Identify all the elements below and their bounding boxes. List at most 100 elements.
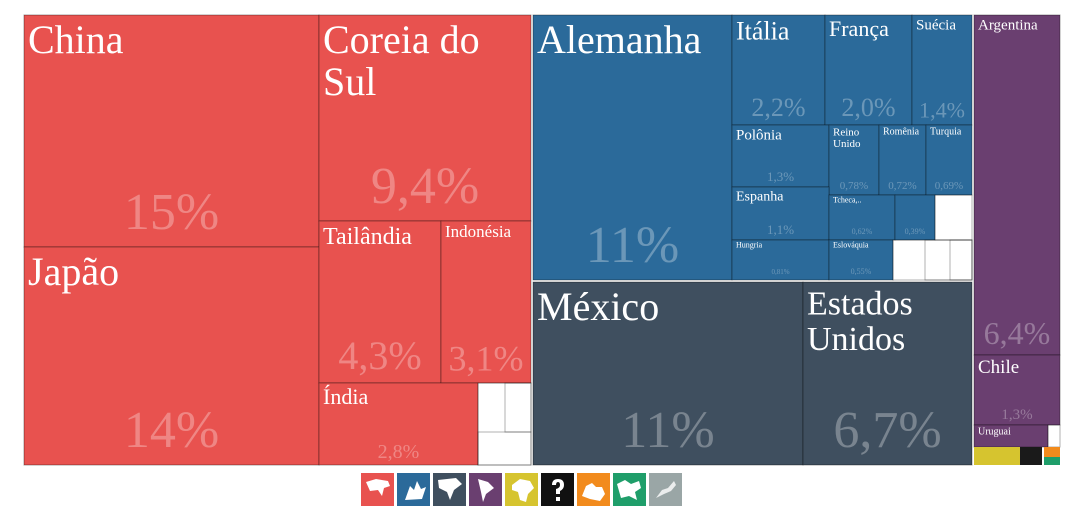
small-tile <box>1044 447 1060 457</box>
value-label: 14% <box>124 402 219 459</box>
tile-group: México 11% <box>532 281 804 466</box>
small-tile <box>934 194 973 241</box>
value-label: 0,78% <box>840 180 868 192</box>
small-tile <box>1044 457 1060 465</box>
value-label: 0,55% <box>851 267 872 276</box>
tile-group: Indonésia 3,1% <box>440 220 532 384</box>
tile-group: Tailândia 4,3% <box>318 220 442 384</box>
value-label: 2,8% <box>378 441 420 463</box>
tile <box>731 124 830 188</box>
tile-label: Espanha <box>736 189 784 204</box>
tile-group: Coreia do Sul 9,4% <box>318 14 532 222</box>
icon-shape <box>366 479 390 496</box>
icon-shape <box>582 483 605 501</box>
value-label: 6,7% <box>833 402 941 459</box>
tile-label: Suécia <box>916 17 956 33</box>
tile <box>318 14 532 222</box>
tile-group: Chile 1,3% <box>973 354 1061 426</box>
icon-shape <box>478 479 494 502</box>
tile-group: Hungria 0,81% <box>731 239 830 281</box>
value-label: 9,4% <box>371 158 479 215</box>
tile-group: Turquia 0,69% <box>925 124 973 196</box>
tile-group: Tcheca,.. 0,62% <box>828 194 896 241</box>
tile-group: Itália 2,2% <box>731 14 826 126</box>
tile-label: Indonésia <box>445 222 512 241</box>
tile <box>318 220 442 384</box>
tile-group: China 15% <box>23 14 320 248</box>
small-tile <box>477 431 532 466</box>
tile-group: Índia 2,8% <box>318 382 479 466</box>
value-label: 2,0% <box>841 93 895 122</box>
tile-label: Reino Unido <box>833 126 861 150</box>
value-label: 0,39% <box>905 227 926 236</box>
small-tile <box>924 239 973 281</box>
tile-label: Japão <box>28 249 119 294</box>
tile-label: Turquia <box>930 127 962 138</box>
tile-label: Estados Unidos <box>807 285 913 358</box>
value-label: 0,81% <box>771 268 789 276</box>
tile <box>973 14 1061 356</box>
tile-label: Hungria <box>736 241 763 250</box>
tile <box>532 281 804 466</box>
tile-label: México <box>537 284 659 329</box>
region-legend <box>361 473 682 506</box>
value-label: 3,1% <box>449 338 524 378</box>
tile-label: Tcheca,.. <box>833 196 862 205</box>
tile-group: Espanha 1,1% <box>731 186 830 241</box>
icon-shape <box>552 479 564 501</box>
tile-label: Polônia <box>736 127 782 143</box>
value-label: 1,3% <box>1001 407 1032 423</box>
tile <box>731 239 830 281</box>
tile-label: Eslováquia <box>833 241 869 250</box>
tile <box>731 186 830 241</box>
value-label: 1,4% <box>919 97 965 122</box>
tile-group: Suécia 1,4% <box>911 14 973 126</box>
value-label: 1,1% <box>767 222 794 237</box>
tile <box>532 14 733 281</box>
value-label: 6,4% <box>984 315 1051 351</box>
small-tile <box>1047 424 1061 448</box>
tile <box>318 382 479 466</box>
value-label: 4,3% <box>338 333 421 378</box>
icon-shape <box>656 481 676 498</box>
small-tiles <box>477 194 1061 466</box>
tile <box>828 194 896 241</box>
tile-group: França 2,0% <box>824 14 913 126</box>
tile-label: Tailândia <box>323 224 412 250</box>
tile-group: Japão 14% <box>23 246 320 466</box>
small-tile <box>504 382 532 433</box>
tile-group: 0,39% <box>894 194 936 241</box>
tile-group: Romênia 0,72% <box>878 124 927 196</box>
tile <box>23 14 320 248</box>
small-tile <box>477 382 532 466</box>
tile-group: Estados Unidos 6,7% <box>802 281 973 466</box>
tile <box>802 281 973 466</box>
value-label: 11% <box>621 402 714 459</box>
value-label: 0,72% <box>888 180 916 192</box>
value-label: 0,69% <box>935 180 963 192</box>
icon-shape <box>405 481 426 500</box>
tile <box>440 220 532 384</box>
icon-shape <box>512 479 534 502</box>
tile-label: Romênia <box>883 127 920 138</box>
value-label: 2,2% <box>751 93 805 122</box>
tile-group: Reino Unido 0,78% <box>828 124 880 196</box>
value-label: 11% <box>586 217 679 274</box>
icon-shape <box>617 480 641 500</box>
tile <box>894 194 936 241</box>
tile-label: França <box>829 16 889 41</box>
tile-group: Argentina 6,4% <box>973 14 1061 356</box>
tile <box>911 14 973 126</box>
tile-group: Uruguai <box>973 424 1049 448</box>
small-tile <box>974 447 1020 465</box>
tile-label: Uruguai <box>978 427 1011 438</box>
tile-group: Eslováquia 0,55% <box>828 239 894 281</box>
tile-group: Polônia 1,3% <box>731 124 830 188</box>
tile-label: China <box>28 17 124 62</box>
tile <box>824 14 913 126</box>
tile <box>973 354 1061 426</box>
tile-label: Argentina <box>978 17 1038 33</box>
tile-label: Alemanha <box>537 17 702 62</box>
